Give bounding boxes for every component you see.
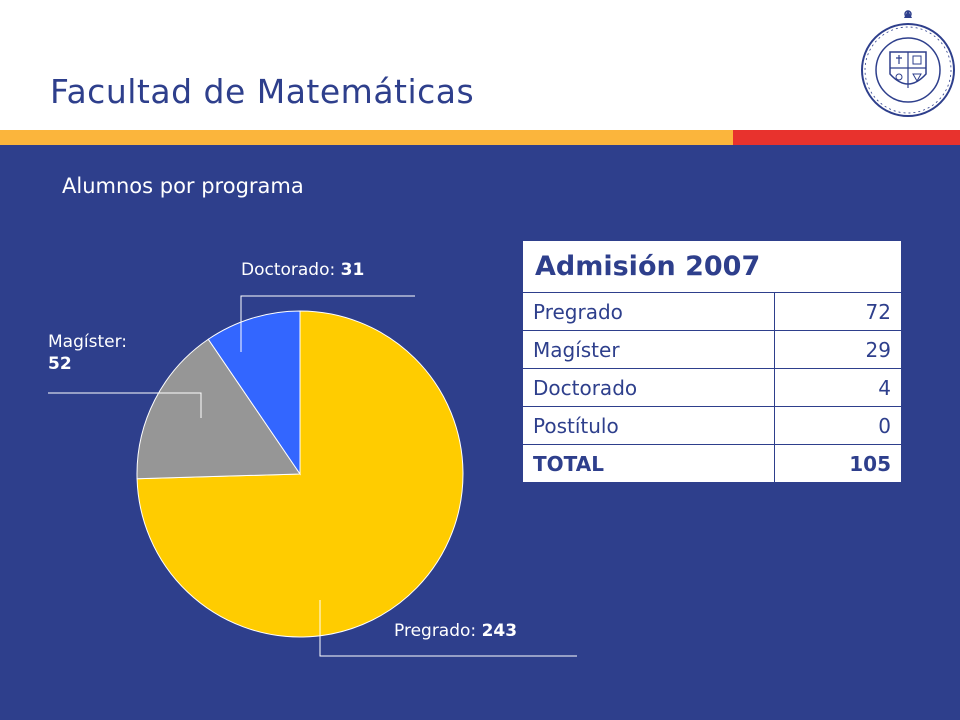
accent-bar-red [733,130,960,145]
row-label: Doctorado [521,368,776,407]
row-label: Pregrado [521,292,776,331]
page-title: Facultad de Matemáticas [50,72,475,111]
label-pregrado-value: 243 [481,621,518,641]
label-doctorado: Doctorado: 31 [241,260,365,280]
label-magister: Magíster: 52 [48,332,128,374]
row-value: 29 [774,330,902,369]
leader-line-doctorado [240,295,415,352]
chart-subtitle: Alumnos por programa [62,174,304,198]
leader-line-pregrado [319,600,577,657]
header [0,0,960,130]
label-magister-name: Magíster [48,332,122,352]
row-label: Magíster [521,330,776,369]
accent-bar-orange [0,130,733,145]
total-value: 105 [774,444,902,483]
table-total-row: TOTAL 105 [521,444,902,483]
table-row: Pregrado 72 [521,292,902,331]
row-value: 0 [774,406,902,445]
label-pregrado: Pregrado: 243 [394,621,518,641]
label-magister-value: 52 [48,354,72,374]
table-row: Magíster 29 [521,330,902,369]
admission-table: Admisión 2007 Pregrado 72 Magíster 29 Do… [521,240,902,483]
university-seal-icon [861,10,955,117]
row-value: 4 [774,368,902,407]
label-doctorado-value: 31 [340,260,365,280]
label-pregrado-name: Pregrado [394,621,471,641]
table-header: Admisión 2007 [522,240,902,293]
total-label: TOTAL [521,444,776,483]
label-doctorado-name: Doctorado [241,260,330,280]
leader-line-magister [48,392,202,418]
row-label: Postítulo [521,406,776,445]
pie-slice-doctorado [207,310,301,476]
table-row: Doctorado 4 [521,368,902,407]
table-row: Postítulo 0 [521,406,902,445]
pie-slice-magster [136,338,301,480]
row-value: 72 [774,292,902,331]
